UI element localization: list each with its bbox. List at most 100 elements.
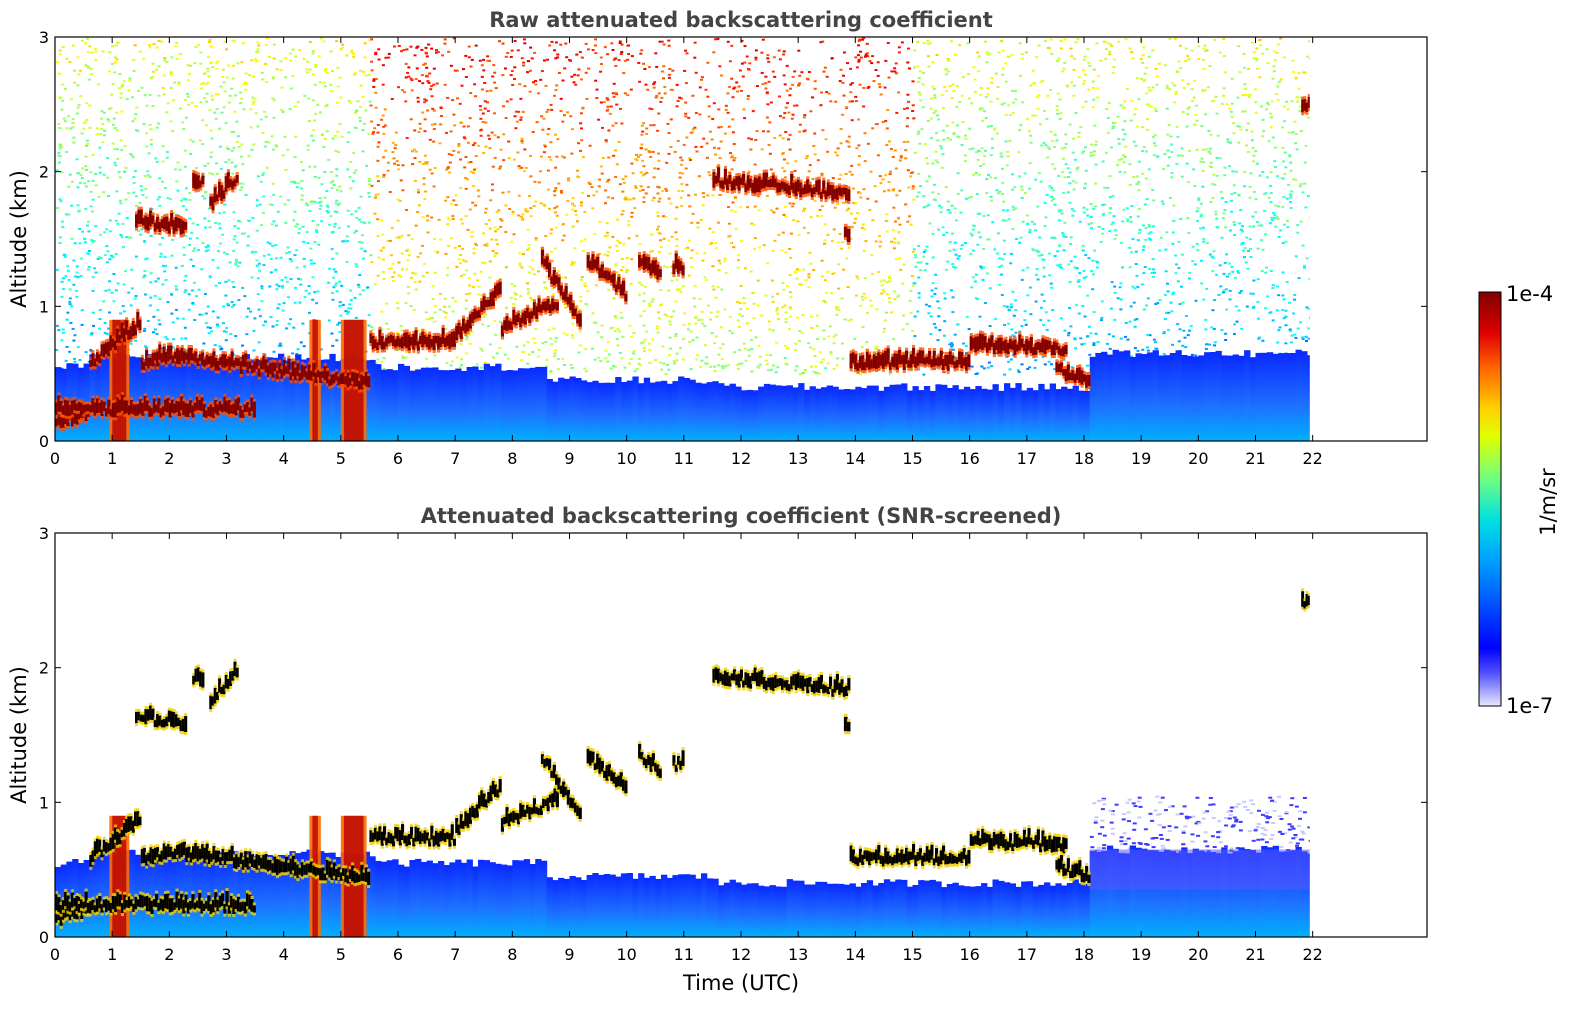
noise-cell xyxy=(778,134,782,137)
noise-cell xyxy=(957,255,961,257)
noise-cell xyxy=(637,362,641,365)
noise-cell xyxy=(76,204,80,207)
noise-cell xyxy=(393,147,397,150)
noise-cell xyxy=(914,256,918,259)
noise-cell xyxy=(1271,287,1275,289)
noise-cell xyxy=(939,145,943,147)
noise-cell xyxy=(607,178,611,181)
noise-cell xyxy=(1116,115,1120,118)
noise-cell xyxy=(690,131,694,134)
noise-cell xyxy=(667,73,671,76)
noise-cell xyxy=(890,240,894,243)
noise-cell xyxy=(619,311,623,314)
noise-cell xyxy=(1152,154,1156,157)
noise-cell xyxy=(265,166,269,169)
noise-cell xyxy=(1273,216,1277,219)
noise-cell xyxy=(750,338,754,341)
noise-cell xyxy=(1283,173,1287,175)
noise-cell xyxy=(1174,254,1178,257)
noise-cell xyxy=(257,262,261,265)
noise-cell xyxy=(922,255,926,258)
noise-cell xyxy=(937,307,941,309)
noise-cell xyxy=(451,310,455,313)
noise-cell xyxy=(529,46,533,49)
noise-cell xyxy=(739,239,743,242)
noise-cell xyxy=(907,186,911,189)
noise-cell xyxy=(1087,223,1091,226)
noise-cell xyxy=(337,151,340,154)
noise-cell xyxy=(756,304,760,307)
noise-cell xyxy=(878,245,882,248)
noise-cell xyxy=(713,365,716,368)
noise-cell xyxy=(161,87,165,89)
noise-cell xyxy=(756,279,760,282)
noise-cell xyxy=(1241,230,1245,233)
noise-cell xyxy=(554,349,557,352)
noise-cell xyxy=(1255,59,1259,62)
noise-cell xyxy=(155,126,159,129)
noise-cell xyxy=(206,162,210,165)
noise-cell xyxy=(999,152,1003,155)
noise-cell xyxy=(584,285,588,287)
noise-cell xyxy=(1000,294,1004,296)
noise-cell xyxy=(676,100,680,102)
noise-cell xyxy=(752,317,756,320)
noise-cell xyxy=(1037,172,1041,175)
noise-cell xyxy=(764,294,768,297)
noise-cell xyxy=(853,337,857,340)
noise-cell xyxy=(705,156,709,159)
noise-cell xyxy=(209,326,212,329)
noise-cell xyxy=(351,52,355,55)
noise-cell xyxy=(802,116,806,119)
noise-cell xyxy=(958,44,962,47)
noise-cell xyxy=(717,147,721,150)
noise-cell xyxy=(381,83,385,86)
noise-cell xyxy=(846,286,850,288)
noise-cell xyxy=(386,161,390,164)
noise-cell xyxy=(1053,167,1057,170)
noise-cell xyxy=(955,105,959,108)
noise-cell xyxy=(350,51,354,54)
noise-cell xyxy=(175,288,179,291)
noise-cell xyxy=(906,107,909,110)
noise-cell xyxy=(432,128,436,130)
noise-cell xyxy=(1103,203,1107,206)
noise-cell xyxy=(1251,41,1255,44)
noise-cell xyxy=(1224,288,1228,291)
noise-cell xyxy=(901,328,905,331)
noise-cell xyxy=(809,315,813,318)
noise-cell xyxy=(260,71,264,74)
noise-cell xyxy=(1271,77,1275,80)
noise-cell xyxy=(125,236,129,239)
noise-cell xyxy=(421,163,425,165)
noise-cell xyxy=(1220,197,1224,199)
noise-cell xyxy=(1091,106,1095,109)
noise-cell xyxy=(869,170,873,173)
noise-cell xyxy=(1230,199,1233,202)
noise-cell xyxy=(351,180,355,183)
noise-cell xyxy=(782,74,786,77)
noise-cell xyxy=(1133,318,1137,321)
noise-cell xyxy=(995,189,999,192)
noise-cell xyxy=(111,83,115,85)
noise-cell xyxy=(307,97,311,100)
noise-cell xyxy=(97,83,100,86)
noise-cell xyxy=(821,129,825,132)
noise-cell xyxy=(230,149,234,152)
noise-cell xyxy=(940,166,944,169)
noise-cell xyxy=(849,67,853,70)
noise-cell xyxy=(187,79,190,82)
noise-cell xyxy=(426,219,430,222)
noise-cell xyxy=(414,288,418,291)
noise-cell xyxy=(347,310,351,313)
noise-cell xyxy=(61,277,65,280)
noise-cell xyxy=(1266,176,1269,179)
noise-cell xyxy=(313,119,316,122)
noise-cell xyxy=(184,274,188,277)
noise-cell xyxy=(468,284,472,287)
noise-cell xyxy=(1080,343,1084,346)
noise-cell xyxy=(392,280,395,283)
noise-cell xyxy=(934,326,938,329)
noise-cell xyxy=(204,226,207,229)
noise-cell xyxy=(1025,118,1029,121)
